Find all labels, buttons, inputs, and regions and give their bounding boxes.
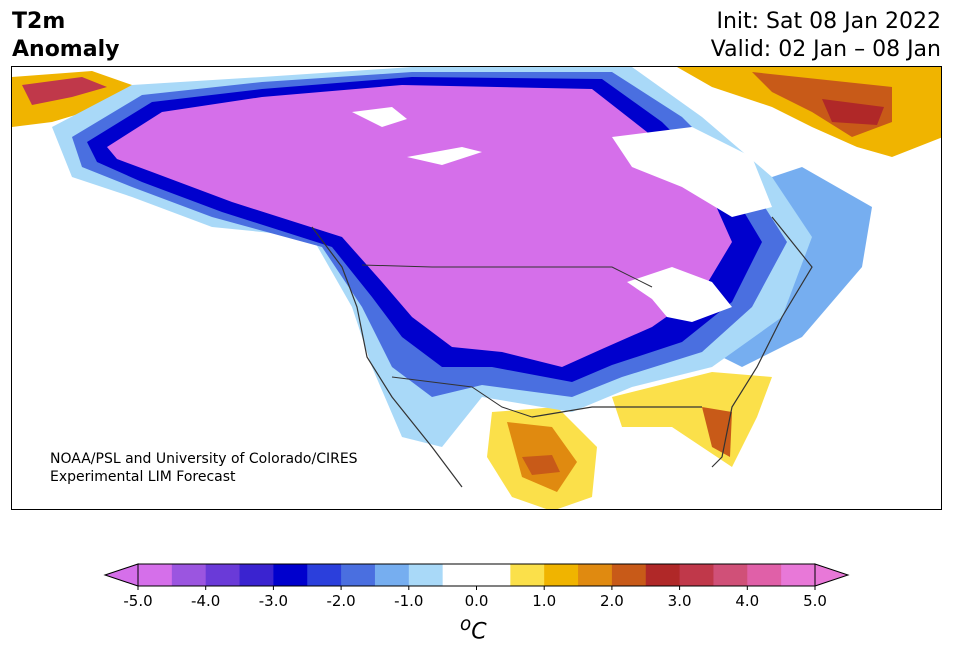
colorbar-tick-label: -5.0 xyxy=(123,592,152,610)
data-credit: NOAA/PSL and University of Colorado/CIRE… xyxy=(50,450,358,486)
valid-range: Valid: 02 Jan – 08 Jan xyxy=(710,37,941,62)
date-info: Init: Sat 08 Jan 2022 Valid: 02 Jan – 08… xyxy=(711,8,941,64)
west-coastline xyxy=(311,226,463,488)
colorbar-tick-label: 1.0 xyxy=(532,592,556,610)
credit-line1: NOAA/PSL and University of Colorado/CIRE… xyxy=(50,451,358,467)
colorbar-cell xyxy=(476,564,511,586)
colorbar-cell xyxy=(679,564,714,586)
anomaly-map: NOAA/PSL and University of Colorado/CIRE… xyxy=(11,66,942,510)
colorbar-cell xyxy=(138,564,173,586)
colorbar-cell xyxy=(645,564,681,586)
colorbar-tick-label: 5.0 xyxy=(803,592,827,610)
map-svg xyxy=(12,67,941,509)
colorbar-cell xyxy=(611,564,647,586)
us-canada-border xyxy=(361,264,653,288)
init-date: Init: Sat 08 Jan 2022 xyxy=(716,9,941,34)
cold-core-region xyxy=(107,85,732,367)
colorbar-tick-label: -1.0 xyxy=(394,592,423,610)
colorbar-cell xyxy=(578,564,613,586)
credit-line2: Experimental LIM Forecast xyxy=(50,469,236,485)
colorbar-cell xyxy=(273,564,308,586)
gulf-coastline xyxy=(531,406,702,418)
greenland-hot-core xyxy=(822,99,884,125)
colorbar-cell xyxy=(341,564,376,586)
us-mexico-border xyxy=(391,376,533,418)
degree-sup: o xyxy=(460,614,472,635)
alaska-warm-core xyxy=(22,77,107,105)
colorbar-cell xyxy=(781,564,816,586)
colorbar-tick-label: 4.0 xyxy=(735,592,759,610)
colorbar-cells xyxy=(138,564,816,586)
map-title: T2m Anomaly xyxy=(12,8,119,64)
colorbar-tick-label: -2.0 xyxy=(326,592,355,610)
east-coastline xyxy=(711,216,813,468)
great-lakes xyxy=(627,267,732,322)
colorbar-tick-label: -3.0 xyxy=(259,592,288,610)
colorbar-tick-label: 0.0 xyxy=(465,592,489,610)
unit-letter: C xyxy=(471,619,487,645)
colorbar-cell xyxy=(205,564,241,586)
southeast-warm-region xyxy=(612,372,772,467)
colorbar-cell xyxy=(713,564,748,586)
variable-label: T2m xyxy=(12,9,66,34)
great-bear-lake xyxy=(352,107,407,127)
colorbar-over-arrow xyxy=(814,563,850,587)
hudson-bay xyxy=(612,127,772,217)
colorbar-cell xyxy=(544,564,579,586)
colorbar-cell xyxy=(747,564,782,586)
colorbar-cell xyxy=(374,564,410,586)
colorbar-tick-label: 2.0 xyxy=(600,592,624,610)
colorbar-cell xyxy=(307,564,342,586)
colorbar-cell xyxy=(171,564,207,586)
colorbar-cell xyxy=(239,564,274,586)
colorbar-cell xyxy=(408,564,444,586)
unit-label: oC xyxy=(460,614,487,644)
colorbar-tick-label: 3.0 xyxy=(668,592,692,610)
colorbar-tick-label: -4.0 xyxy=(191,592,220,610)
mexico-warm-core xyxy=(522,455,560,475)
colorbar-ticks: -5.0 -4.0 -3.0 -2.0 -1.0 0.0 1.0 2.0 3.0 4.0 5.0 xyxy=(123,586,827,610)
colorbar-cell xyxy=(442,564,477,586)
colorbar-under-arrow xyxy=(103,563,139,587)
anomaly-label: Anomaly xyxy=(12,37,120,62)
colorbar-cell xyxy=(510,564,545,586)
great-slave-lake xyxy=(407,147,482,165)
